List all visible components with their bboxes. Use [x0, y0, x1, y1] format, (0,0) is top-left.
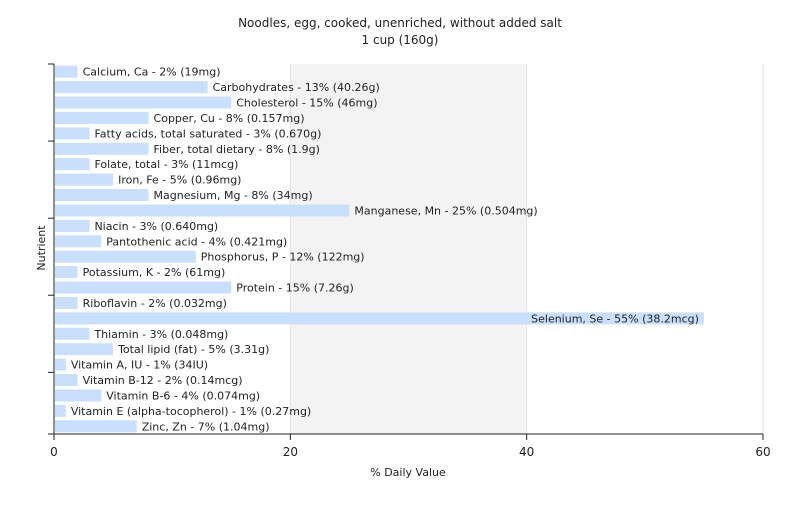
bar-label: Niacin - 3% (0.640mg) — [94, 220, 218, 233]
bar — [55, 343, 114, 356]
x-tick-label: 40 — [519, 445, 534, 459]
bar-label: Folate, total - 3% (11mcg) — [94, 158, 238, 171]
bar — [55, 389, 102, 402]
bar-label: Potassium, K - 2% (61mg) — [83, 266, 226, 279]
bar-label: Copper, Cu - 8% (0.157mg) — [154, 112, 305, 125]
bar-label: Protein - 15% (7.26g) — [236, 282, 354, 295]
bar — [55, 189, 149, 202]
x-axis-label: % Daily Value — [370, 466, 446, 479]
chart-title: Noodles, egg, cooked, unenriched, withou… — [238, 16, 562, 30]
chart-subtitle: 1 cup (160g) — [362, 33, 439, 47]
bar — [55, 374, 78, 387]
bar — [55, 81, 208, 94]
bar — [55, 420, 137, 433]
x-tick-label: 60 — [755, 445, 770, 459]
bar-label: Riboflavin - 2% (0.032mg) — [83, 297, 227, 310]
bar-label: Pantothenic acid - 4% (0.421mg) — [106, 235, 287, 248]
bar-label: Iron, Fe - 5% (0.96mg) — [118, 174, 241, 187]
bar — [55, 127, 90, 140]
bar — [55, 296, 78, 309]
bar-label: Selenium, Se - 55% (38.2mcg) — [531, 312, 699, 325]
bar — [55, 65, 78, 78]
plot-band — [54, 64, 291, 434]
y-axis-label: Nutrient — [35, 225, 48, 271]
bar-label: Phosphorus, P - 12% (122mg) — [201, 251, 365, 264]
bar — [55, 250, 196, 263]
bar — [55, 266, 78, 279]
bar-label: Magnesium, Mg - 8% (34mg) — [154, 189, 313, 202]
bar-labels: Calcium, Ca - 2% (19mg) Carbohydrates - 1… — [71, 66, 699, 434]
bar-label: Vitamin B-12 - 2% (0.14mcg) — [83, 374, 243, 387]
bar — [55, 312, 704, 325]
tick-labels: 0 20 40 60 — [50, 445, 770, 459]
bar-label: Cholesterol - 15% (46mg) — [236, 97, 377, 110]
bar — [55, 96, 232, 109]
bar-label: Fatty acids, total saturated - 3% (0.670… — [94, 127, 321, 140]
bars — [55, 65, 704, 433]
bar — [55, 358, 66, 371]
plot-band — [526, 64, 763, 434]
bar-label: Zinc, Zn - 7% (1.04mg) — [142, 420, 270, 433]
x-tick-label: 0 — [50, 445, 58, 459]
bar-label: Vitamin B-6 - 4% (0.074mg) — [106, 389, 260, 402]
x-tick-label: 20 — [283, 445, 298, 459]
bar — [55, 219, 90, 232]
bar-label: Fiber, total dietary - 8% (1.9g) — [154, 143, 320, 156]
bar-label: Carbohydrates - 13% (40.26g) — [213, 81, 380, 94]
axes — [48, 63, 764, 440]
bar-label: Vitamin A, IU - 1% (34IU) — [71, 359, 208, 372]
bar — [55, 281, 232, 294]
bar — [55, 327, 90, 340]
bar — [55, 158, 90, 171]
bar-label: Total lipid (fat) - 5% (3.31g) — [117, 343, 269, 356]
bar — [55, 235, 102, 248]
bar-label: Vitamin E (alpha-tocopherol) - 1% (0.27m… — [71, 405, 311, 418]
bar — [55, 404, 66, 417]
bar-label: Calcium, Ca - 2% (19mg) — [83, 66, 221, 79]
grid-lines — [289, 64, 764, 434]
bar — [55, 204, 350, 217]
bar-label: Thiamin - 3% (0.048mg) — [93, 328, 228, 341]
plot-background — [54, 64, 763, 434]
bar — [55, 173, 114, 186]
plot-band — [290, 64, 527, 434]
bar — [55, 111, 149, 124]
bar — [55, 142, 149, 155]
bar-label: Manganese, Mn - 25% (0.504mg) — [354, 204, 537, 217]
